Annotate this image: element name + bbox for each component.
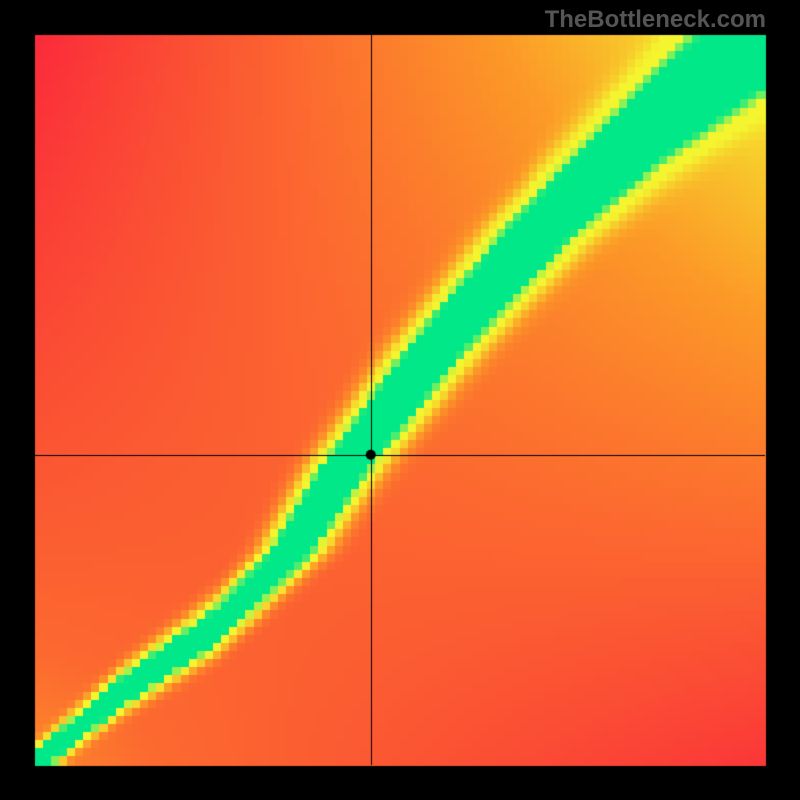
- heatmap-canvas: [0, 0, 800, 800]
- chart-container: TheBottleneck.com: [0, 0, 800, 800]
